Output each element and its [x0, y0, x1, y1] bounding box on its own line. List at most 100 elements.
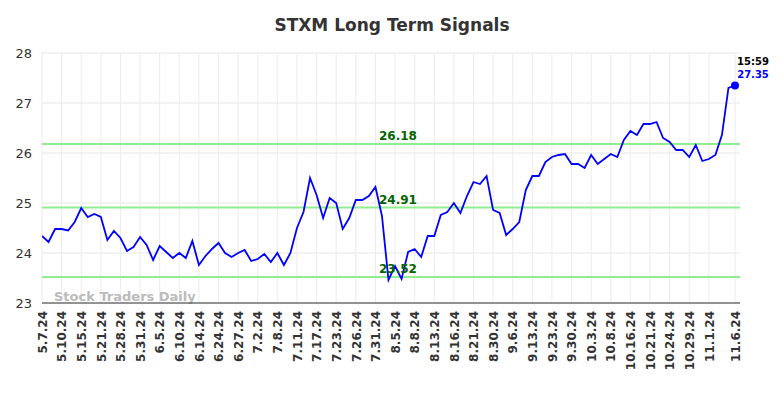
x-tick-label: 7.8.24 — [271, 311, 285, 354]
y-axis-line — [42, 54, 43, 304]
x-tick: 8.8.24 — [408, 303, 422, 354]
x-tick-label: 5.28.24 — [114, 311, 128, 362]
x-tick-label: 9.30.24 — [565, 311, 579, 362]
grid — [42, 53, 740, 303]
x-tick-label: 10.29.24 — [683, 311, 697, 370]
x-tick: 10.8.24 — [604, 303, 618, 362]
y-tick: 26 — [15, 146, 42, 161]
x-tick: 6.27.24 — [232, 303, 246, 362]
last-point — [731, 82, 739, 90]
signal-level — [42, 143, 740, 145]
x-tick-label: 7.26.24 — [350, 311, 364, 362]
x-tick-label: 5.10.24 — [55, 311, 69, 362]
x-tick: 8.30.24 — [487, 303, 501, 362]
y-tick-label: 25 — [15, 196, 32, 211]
x-tick: 7.26.24 — [350, 303, 364, 362]
grid-line — [473, 53, 474, 303]
x-tick: 10.29.24 — [683, 303, 697, 370]
x-tick: 5.31.24 — [134, 303, 148, 362]
x-tick: 5.21.24 — [95, 303, 109, 362]
x-tick: 9.13.24 — [526, 303, 540, 362]
signal-level — [42, 207, 740, 209]
grid-line — [159, 53, 160, 303]
x-tick-label: 8.21.24 — [467, 311, 481, 362]
x-tick-label: 11.1.24 — [703, 311, 717, 362]
grid-line — [453, 53, 454, 303]
x-tick-label: 10.21.24 — [644, 311, 658, 370]
x-tick-label: 5.15.24 — [75, 311, 89, 362]
y-tick-label: 27 — [15, 96, 32, 111]
y-tick-label: 26 — [15, 146, 32, 161]
y-tick: 23 — [15, 296, 42, 311]
grid-line — [375, 53, 376, 303]
x-tick-label: 6.27.24 — [232, 311, 246, 362]
x-tick: 9.30.24 — [565, 303, 579, 362]
x-tick-label: 7.17.24 — [310, 311, 324, 362]
x-tick: 7.17.24 — [310, 303, 324, 362]
grid-line — [355, 53, 356, 303]
grid-line — [42, 153, 740, 154]
x-tick-label: 9.6.24 — [506, 311, 520, 354]
grid-line — [735, 53, 736, 303]
x-tick-label: 10.24.24 — [663, 311, 677, 370]
x-tick: 11.6.24 — [729, 303, 743, 362]
x-tick-label: 8.16.24 — [448, 311, 462, 362]
grid-line — [218, 53, 219, 303]
x-axis-line — [42, 303, 740, 304]
x-tick-label: 9.23.24 — [546, 311, 560, 362]
x-tick-label: 6.14.24 — [193, 311, 207, 362]
x-tick-label: 8.13.24 — [428, 311, 442, 362]
x-tick: 10.21.24 — [644, 303, 658, 370]
grid-line — [277, 53, 278, 303]
grid-line — [42, 53, 43, 303]
watermark: Stock Traders Daily — [54, 289, 196, 304]
grid-line — [551, 53, 552, 303]
x-tick-label: 10.16.24 — [624, 311, 638, 370]
x-tick-label: 7.11.24 — [291, 311, 305, 362]
last-value-label: 27.35 — [737, 69, 769, 80]
grid-line — [512, 53, 513, 303]
x-tick-label: 6.5.24 — [153, 311, 167, 354]
grid-line — [708, 53, 709, 303]
x-tick-label: 10.3.24 — [585, 311, 599, 362]
x-tick: 8.5.24 — [389, 303, 403, 354]
grid-line — [669, 53, 670, 303]
x-tick-label: 8.5.24 — [389, 311, 403, 354]
x-tick: 7.2.24 — [251, 303, 265, 354]
grid-line — [42, 103, 740, 104]
x-tick: 6.24.24 — [212, 303, 226, 362]
x-tick: 10.24.24 — [663, 303, 677, 370]
x-tick-label: 5.31.24 — [134, 311, 148, 362]
x-tick-label: 7.31.24 — [369, 311, 383, 362]
x-tick: 5.28.24 — [114, 303, 128, 362]
x-tick-label: 11.6.24 — [729, 311, 743, 362]
x-tick: 8.13.24 — [428, 303, 442, 362]
grid-line — [610, 53, 611, 303]
x-tick: 5.7.24 — [36, 303, 50, 354]
level-label: 26.18 — [379, 129, 417, 143]
title: STXM Long Term Signals — [274, 15, 509, 35]
x-tick: 8.21.24 — [467, 303, 481, 362]
x-tick-label: 8.30.24 — [487, 311, 501, 362]
level-label: 24.91 — [379, 193, 417, 207]
grid-line — [630, 53, 631, 303]
x-tick-label: 6.10.24 — [173, 311, 187, 362]
x-tick: 6.5.24 — [153, 303, 167, 354]
x-tick: 5.15.24 — [75, 303, 89, 362]
x-tick-label: 7.23.24 — [330, 311, 344, 362]
grid-line — [434, 53, 435, 303]
x-tick: 11.1.24 — [703, 303, 717, 362]
grid-line — [140, 53, 141, 303]
x-tick-label: 5.7.24 — [36, 311, 50, 354]
grid-line — [42, 53, 740, 54]
x-tick-label: 9.13.24 — [526, 311, 540, 362]
grid-line — [120, 53, 121, 303]
x-tick: 10.16.24 — [624, 303, 638, 370]
x-tick: 6.14.24 — [193, 303, 207, 362]
chart: STXM Long Term Signals Stock Traders Dail… — [0, 0, 784, 398]
grid-line — [42, 253, 740, 254]
x-tick: 7.8.24 — [271, 303, 285, 354]
grid-line — [591, 53, 592, 303]
x-tick-label: 5.21.24 — [95, 311, 109, 362]
y-axis: 232425262728 — [15, 46, 42, 311]
